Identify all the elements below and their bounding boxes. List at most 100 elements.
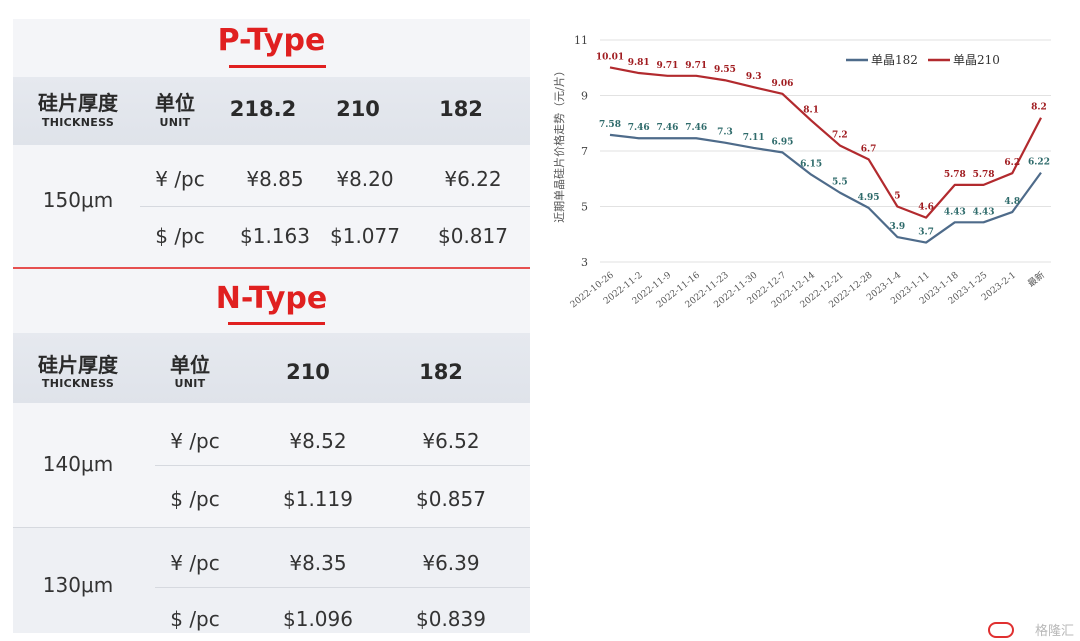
data-label: 3.7 [918,228,934,238]
data-label: 5.5 [832,178,848,188]
header-size-182: 182 [419,360,463,384]
data-label: 4.8 [1004,197,1020,207]
data-label: 4.95 [858,193,880,203]
unit-cny: ¥ /pc [170,429,220,453]
row-separator [13,527,530,528]
unit-usd: $ /pc [170,607,220,631]
n-type-title: N-Type [215,281,328,316]
data-label: 7.3 [717,128,733,138]
price-cell: $0.839 [416,607,486,631]
header-unit-en: UNIT [174,377,206,390]
data-label: 8.1 [803,105,819,115]
header-unit-en: UNIT [159,116,191,129]
data-label: 6.15 [800,160,822,170]
data-label: 5 [894,192,900,202]
data-label: 7.46 [657,123,679,133]
row-separator [155,465,530,466]
price-cell: $0.817 [438,224,508,248]
series-line-0 [609,133,1042,244]
data-label: 8.2 [1031,103,1047,113]
data-label: 10.01 [596,52,624,62]
chart-series [609,66,1042,244]
price-cell: ¥8.85 [246,167,304,191]
x-tick-label: 最新 [1025,269,1047,290]
unit-cny: ¥ /pc [170,551,220,575]
data-label: 7.58 [599,120,621,130]
data-label: 5.78 [973,170,995,180]
price-cell: ¥6.22 [444,167,502,191]
p-type-title: P-Type [217,23,326,58]
row-separator [155,587,530,588]
data-label: 7.11 [743,133,765,143]
header-thickness-cn: 硅片厚度 [38,353,118,377]
data-label: 7.46 [685,123,707,133]
y-tick-label: 3 [581,256,588,269]
price-cell: ¥6.39 [422,551,480,575]
price-cell: ¥6.52 [422,429,480,453]
thickness-150: 150μm [42,188,114,212]
row-separator [140,206,530,207]
y-tick-label: 11 [574,34,588,47]
price-cell: $0.857 [416,487,486,511]
price-cell: $1.077 [330,224,400,248]
y-axis-ticks: 3 5 7 9 11 [574,34,588,269]
data-label: 9.55 [714,65,736,75]
unit-usd: $ /pc [155,224,205,248]
data-label: 9.81 [628,58,650,68]
header-size-218: 218.2 [229,97,297,121]
n-type-header-row [13,333,530,403]
x-axis-ticks: 2022-10-262022-11-22022-11-92022-11-1620… [569,269,1047,310]
data-label: 4.43 [973,207,995,217]
data-label: 5.78 [944,170,966,180]
price-cell: ¥8.20 [336,167,394,191]
p-type-header-row [13,77,530,145]
y-tick-label: 7 [581,145,588,158]
data-label: 6.22 [1028,158,1050,168]
legend-label: 单晶182 [871,53,918,67]
chart-legend: 单晶182 单晶210 [846,53,1000,67]
header-unit-cn: 单位 [170,353,210,377]
series-line-1 [609,66,1042,219]
price-cell: $1.163 [240,224,310,248]
header-size-182: 182 [439,97,483,121]
data-label: 4.6 [918,203,934,213]
p-type-underline [229,65,326,68]
price-cell: $1.119 [283,487,353,511]
data-labels: 7.58 7.46 7.46 7.46 7.3 7.11 6.95 6.15 5.5 4.95 3.… [596,52,1050,237]
price-cell: $1.096 [283,607,353,631]
data-label: 6.95 [771,137,793,147]
thickness-140: 140μm [42,452,114,476]
watermark-text: 格隆汇 [1034,624,1074,639]
price-cell: ¥8.35 [289,551,347,575]
data-label: 3.9 [889,222,905,232]
unit-cny: ¥ /pc [155,167,205,191]
data-label: 9.71 [657,61,679,71]
data-label: 9.71 [685,61,707,71]
section-divider [13,267,530,269]
y-tick-label: 5 [581,201,588,214]
header-thickness-en: THICKNESS [41,377,115,390]
header-size-210: 210 [336,97,380,121]
n-type-130-row [13,528,530,633]
wafer-price-line-chart: 近期单晶硅片价格走势（元/片） 3 5 7 9 11 2022-10-262022-11… [552,34,1051,310]
data-label: 9.3 [746,72,762,82]
data-label: 7.46 [628,123,650,133]
price-cell: ¥8.52 [289,429,347,453]
data-label: 6.2 [1004,158,1020,168]
data-label: 7.2 [832,130,848,140]
wafer-price-table: P-Type 硅片厚度 THICKNESS 单位 UNIT 218.2 210 … [13,19,530,633]
data-label: 9.06 [771,79,793,89]
header-thickness-en: THICKNESS [41,116,115,129]
data-label: 6.7 [861,144,877,154]
chart-gridlines [600,39,1051,263]
header-unit-cn: 单位 [155,91,195,115]
data-label: 4.43 [944,207,966,217]
header-size-210: 210 [286,360,330,384]
watermark-logo-icon [988,622,1014,638]
header-thickness-cn: 硅片厚度 [38,91,118,115]
n-type-underline [228,322,325,325]
y-tick-label: 9 [581,90,588,103]
legend-label: 单晶210 [953,53,1000,67]
thickness-130: 130μm [42,573,114,597]
y-axis-label: 近期单晶硅片价格走势（元/片） [552,65,566,223]
